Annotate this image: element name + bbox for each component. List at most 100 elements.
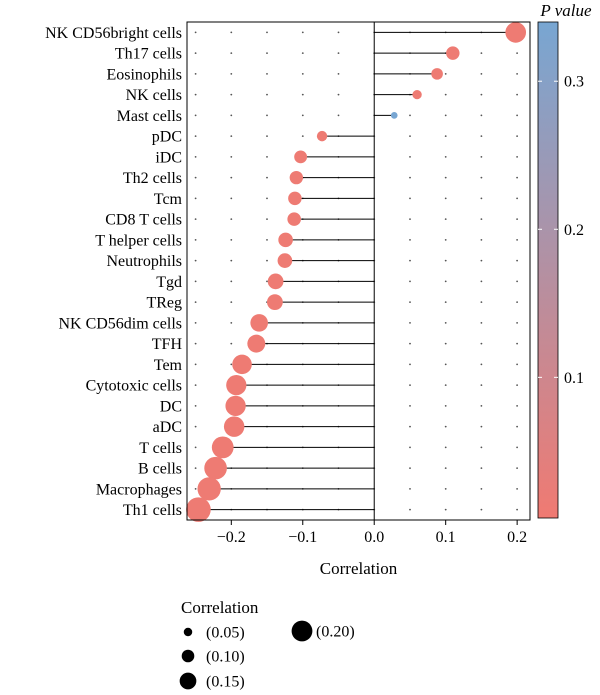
colorbar-gradient — [537, 21, 559, 519]
grid-dot — [444, 93, 447, 96]
grid-dots — [194, 31, 518, 511]
grid-dot — [194, 31, 197, 34]
x-tick-label: 0.1 — [436, 529, 456, 546]
point-idc — [294, 150, 308, 164]
category-label-nk-cd56bright-cells: NK CD56bright cells — [45, 25, 182, 42]
category-label-mast-cells: Mast cells — [117, 108, 182, 125]
grid-dot — [194, 363, 197, 366]
grid-dot — [301, 73, 304, 75]
grid-dot — [337, 73, 340, 75]
point-t-cells — [211, 436, 234, 459]
point-t-helper-cells — [278, 232, 293, 248]
grid-dot — [409, 176, 411, 179]
grid-dot — [409, 384, 411, 386]
grid-dot — [409, 446, 411, 449]
grid-dot — [480, 52, 483, 54]
point-th1-cells — [186, 497, 211, 522]
category-label-eosinophils: Eosinophils — [106, 66, 182, 83]
grid-dot — [301, 135, 304, 138]
size-legend-title: Correlation — [181, 598, 259, 617]
grid-dot — [409, 405, 411, 407]
grid-dot — [444, 176, 447, 179]
grid-dot — [230, 135, 233, 138]
category-label-th17-cells: Th17 cells — [115, 46, 182, 63]
grid-dot — [337, 93, 340, 96]
grid-dot — [444, 135, 447, 138]
grid-dot — [230, 93, 233, 96]
grid-dot — [409, 135, 411, 138]
grid-dot — [480, 488, 483, 490]
grid-dot — [444, 322, 447, 324]
grid-dot — [409, 218, 411, 221]
grid-dot — [194, 384, 197, 386]
grid-dot — [230, 156, 233, 158]
category-label-pdc: pDC — [152, 129, 182, 146]
grid-dot — [230, 280, 233, 283]
grid-dot — [480, 218, 483, 221]
category-label-nk-cd56dim-cells: NK CD56dim cells — [58, 315, 182, 332]
grid-dot — [516, 467, 518, 469]
grid-dot — [480, 176, 483, 179]
grid-dot — [337, 52, 340, 54]
grid-dot — [516, 197, 518, 200]
category-label-nk-cells: NK cells — [126, 87, 182, 104]
grid-dot — [194, 425, 197, 428]
category-label-tfh: TFH — [152, 336, 183, 353]
size-legend-entries: (0.05) (0.10) (0.15) (0.20) — [179, 620, 355, 691]
grid-dot — [230, 114, 233, 117]
grid-dot — [516, 176, 518, 179]
category-label-cytotoxic-cells: Cytotoxic cells — [86, 378, 182, 395]
point-tfh — [247, 334, 266, 353]
grid-dot — [444, 280, 447, 283]
grid-dot — [516, 508, 518, 511]
grid-dot — [194, 73, 197, 75]
grid-dot — [266, 197, 268, 200]
size-legend-label: (0.10) — [206, 649, 245, 666]
grid-dot — [409, 488, 411, 490]
colorbar-title: P value — [539, 1, 592, 20]
size-legend-label: (0.20) — [316, 624, 355, 641]
grid-dot — [516, 156, 518, 158]
point-th2-cells — [289, 170, 304, 185]
grid-dot — [516, 342, 518, 345]
point-mast-cells — [390, 112, 398, 119]
category-label-macrophages: Macrophages — [96, 481, 182, 498]
grid-dot — [516, 446, 518, 449]
grid-dot — [444, 384, 447, 386]
grid-dot — [480, 363, 483, 366]
size-legend-dot — [179, 672, 197, 690]
grid-dot — [480, 384, 483, 386]
point-nk-cells — [412, 89, 422, 100]
grid-dot — [194, 467, 197, 469]
grid-dot — [409, 508, 411, 511]
grid-dot — [194, 156, 197, 158]
size-legend-label: (0.05) — [206, 625, 245, 642]
grid-dot — [266, 73, 268, 75]
grid-dot — [516, 52, 518, 54]
size-legend-label: (0.15) — [206, 674, 245, 691]
point-treg — [266, 294, 283, 311]
grid-dot — [409, 467, 411, 469]
grid-dot — [516, 259, 518, 262]
grid-dot — [194, 197, 197, 200]
grid-dot — [480, 280, 483, 283]
plot-frame — [186, 21, 531, 521]
grid-dot — [266, 52, 268, 54]
grid-dot — [409, 425, 411, 428]
grid-dot — [230, 239, 233, 241]
grid-dot — [516, 322, 518, 324]
point-tem — [232, 354, 252, 375]
grid-dot — [266, 259, 268, 262]
grid-dot — [194, 405, 197, 407]
point-b-cells — [204, 456, 227, 480]
grid-dot — [301, 93, 304, 96]
category-label-tcm: Tcm — [154, 191, 183, 208]
grid-dot — [409, 342, 411, 345]
grid-dot — [194, 52, 197, 54]
grid-dot — [480, 259, 483, 262]
grid-dot — [444, 259, 447, 262]
grid-dot — [409, 301, 411, 303]
grid-dot — [516, 384, 518, 386]
grid-dot — [444, 73, 447, 75]
